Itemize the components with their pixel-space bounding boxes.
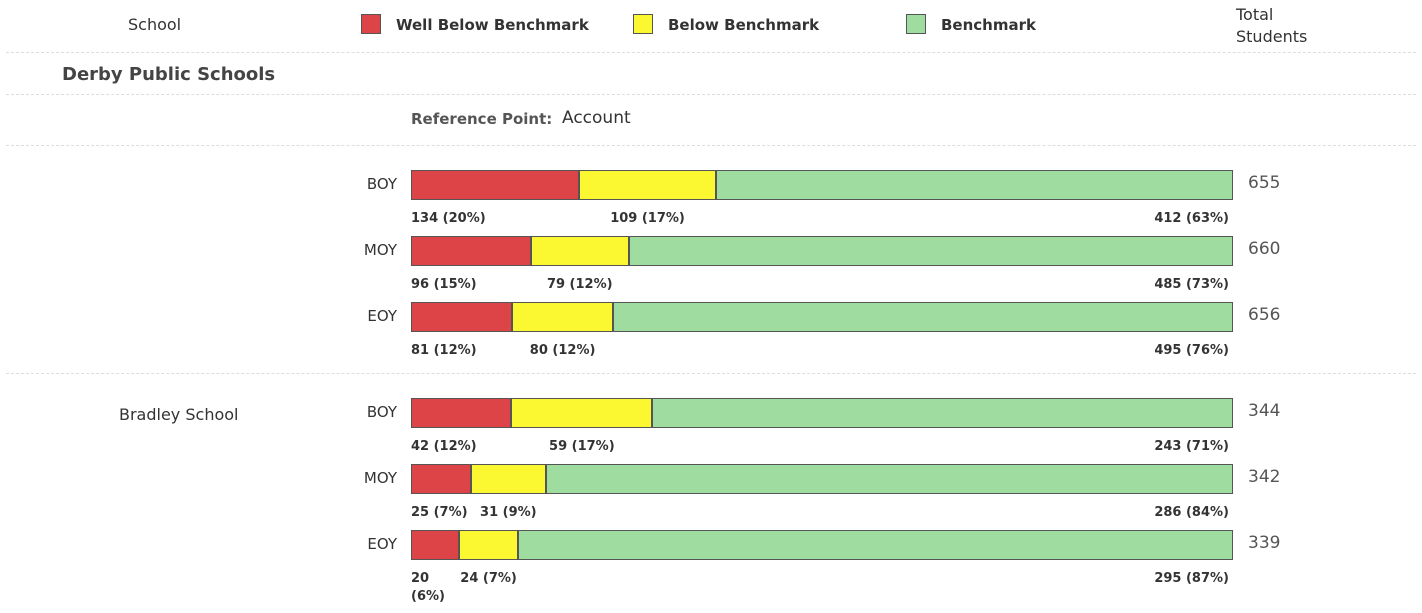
period-label: BOY [366,175,397,193]
legend-label: Well Below Benchmark [396,16,589,34]
segment-label: 25 (7%) [411,505,468,520]
period-label: BOY [366,403,397,421]
bar-segment [411,530,460,560]
bar-segment [411,170,580,200]
segment-label: 31 (9%) [480,505,537,520]
row-total: 339 [1248,533,1281,553]
reference-label: Reference Point: [411,110,553,128]
legend-swatch [906,14,926,34]
period-label: MOY [363,469,397,487]
legend-label: Benchmark [941,16,1036,34]
bar-segment [530,236,629,266]
bar-segment [471,464,546,494]
period-label: EOY [367,307,397,325]
row-total: 655 [1248,173,1281,193]
period-label: EOY [367,535,397,553]
segment-label: 59 (17%) [549,439,615,454]
total-header: Total Students [1236,5,1308,46]
segment-label: 109 (17%) [610,211,685,226]
bar-segment [579,170,716,200]
period-label: MOY [363,241,397,259]
bar-segment [411,236,531,266]
segment-label: 96 (15%) [411,277,477,292]
segment-label: 485 (73%) [1154,277,1229,292]
separator [6,373,1416,374]
bar-segment [411,302,513,332]
segment-label: 24 (7%) [460,571,517,586]
bar-segment [652,398,1233,428]
legend-swatch [633,14,653,34]
bar-segment [628,236,1233,266]
row-total: 656 [1248,305,1281,325]
group-name: Derby Public Schools [62,64,276,85]
bar-segment [715,170,1233,200]
row-total: 344 [1248,401,1281,421]
bar-segment [612,302,1233,332]
segment-label: 286 (84%) [1154,505,1229,520]
segment-label: 42 (12%) [411,439,477,454]
bar-segment [545,464,1233,494]
separator [6,145,1416,146]
segment-label: 81 (12%) [411,343,477,358]
separator [6,94,1416,95]
segment-label: 80 (12%) [529,343,596,358]
segment-label: 79 (12%) [546,277,613,292]
legend-swatch [361,14,381,34]
legend-label: Below Benchmark [668,16,820,34]
bar-segment [411,464,472,494]
segment-label: 134 (20%) [411,211,486,226]
segment-label: 295 (87%) [1154,571,1229,586]
school-header: School [128,15,182,34]
segment-label: 243 (71%) [1154,439,1229,454]
segment-label: 495 (76%) [1154,343,1229,358]
segment-label: 20 (6%) [411,571,445,604]
row-total: 342 [1248,467,1281,487]
reference-value: Account [562,108,631,128]
bar-segment [517,530,1233,560]
bar-segment [459,530,518,560]
segment-label: 412 (63%) [1154,211,1229,226]
bar-segment [411,398,512,428]
separator [6,52,1416,53]
bar-segment [511,398,653,428]
group-name: Bradley School [119,405,239,424]
row-total: 660 [1248,239,1281,259]
bar-segment [512,302,613,332]
